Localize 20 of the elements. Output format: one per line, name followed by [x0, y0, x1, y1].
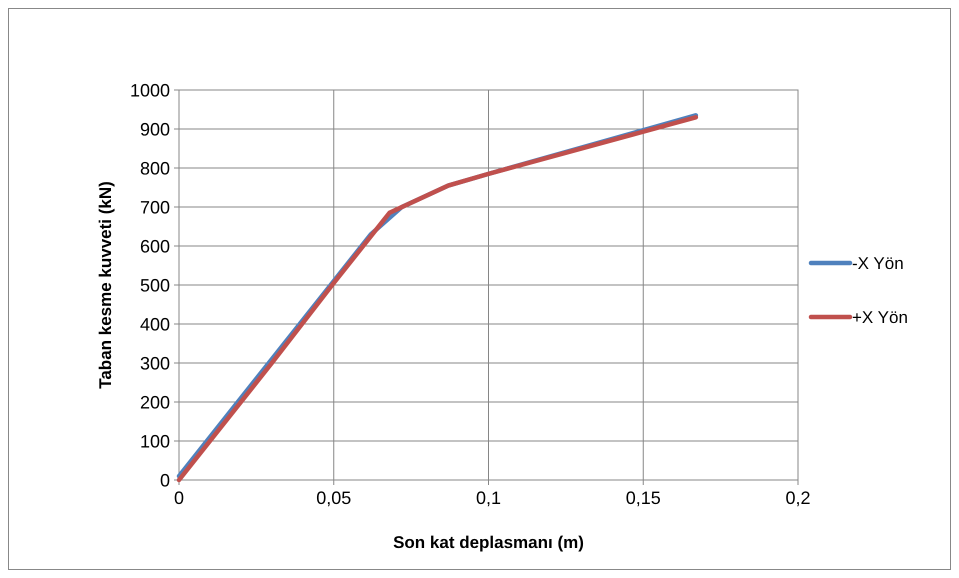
x-tick-label: 0,15 — [626, 488, 661, 508]
y-tick-label: 200 — [140, 392, 170, 412]
y-tick-label: 300 — [140, 353, 170, 374]
y-tick-label: 700 — [140, 197, 170, 218]
y-tick-label: 500 — [140, 275, 170, 296]
y-tick-label: 0 — [160, 470, 170, 490]
legend-label: -X Yön — [852, 254, 904, 273]
x-tick-label: 0,2 — [785, 488, 811, 508]
x-tick-label: 0,1 — [476, 488, 502, 508]
x-tick-label: 0 — [174, 488, 184, 508]
x-tick-label: 0,05 — [316, 488, 352, 508]
x-axis-title: Son kat deplasmanı (m) — [393, 533, 584, 552]
y-tick-label: 600 — [140, 236, 170, 256]
y-tick-label: 900 — [140, 119, 170, 140]
y-axis-title: Taban kesme kuvveti (kN) — [96, 181, 115, 389]
y-tick-label: 1000 — [130, 80, 170, 100]
y-tick-label: 400 — [140, 314, 170, 334]
y-tick-label: 800 — [140, 158, 170, 178]
legend-label: +X Yön — [852, 308, 908, 327]
y-tick-label: 100 — [140, 431, 170, 452]
